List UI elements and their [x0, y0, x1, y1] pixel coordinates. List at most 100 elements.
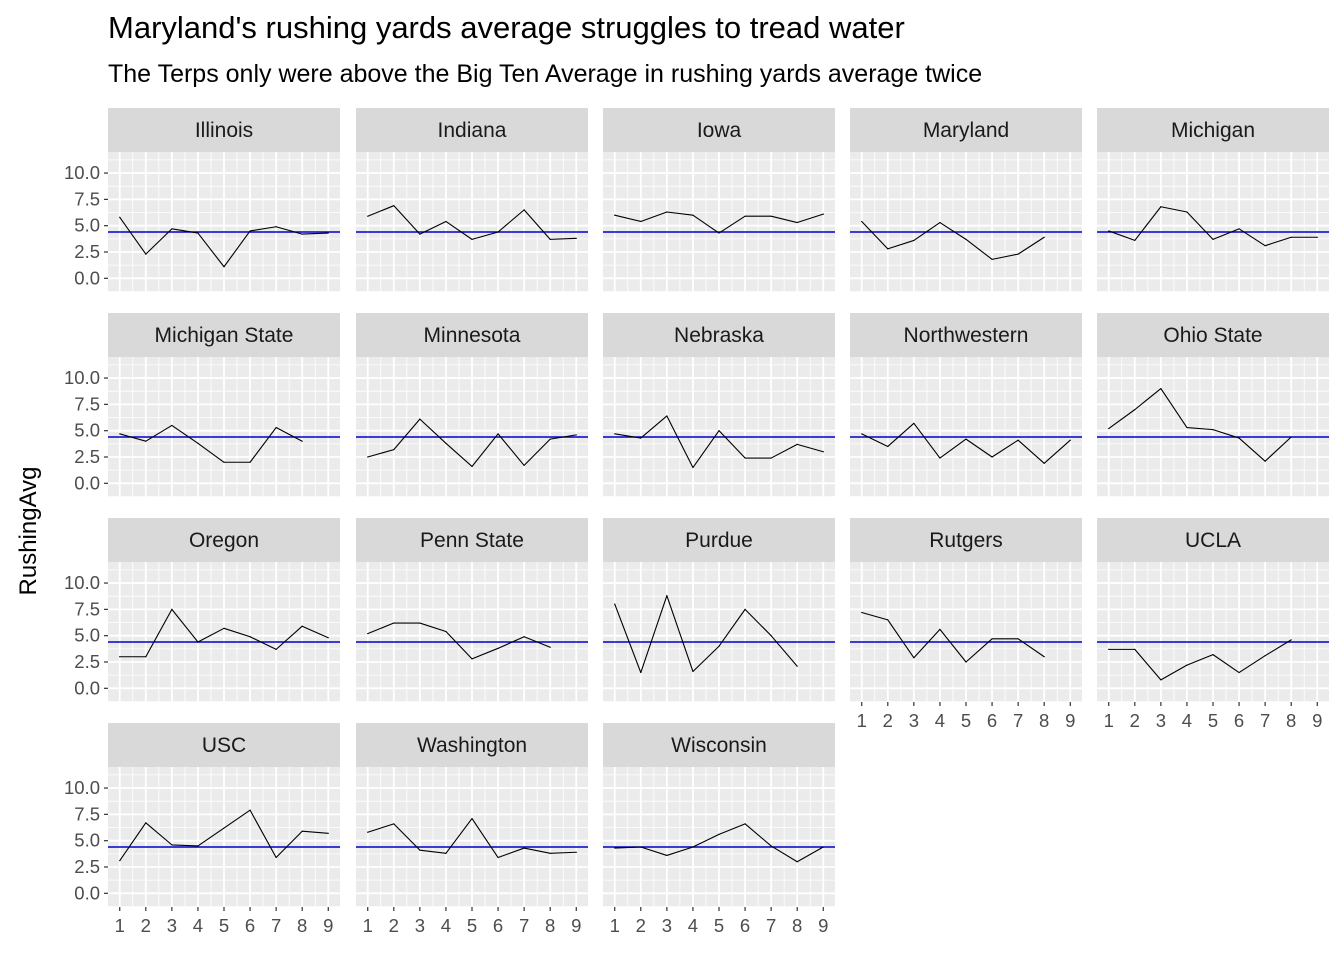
chart-title: Maryland's rushing yards average struggl…	[108, 10, 905, 45]
data-point	[640, 846, 642, 848]
facet-gridlines	[108, 357, 340, 497]
facet-strip	[356, 313, 588, 357]
facet-strip-label: USC	[202, 734, 246, 757]
facet-strip	[850, 518, 1082, 562]
data-point	[666, 415, 668, 417]
facet-northwestern: Northwestern	[850, 313, 1082, 497]
data-point	[965, 238, 967, 240]
x-tick-label: 7	[271, 915, 281, 936]
data-point	[692, 466, 694, 469]
data-point	[275, 426, 277, 429]
x-tick-label: 8	[545, 915, 555, 936]
facet-usc: USC 0.0 2.5 5.0 7.5 10.0 1 2 3 4 5 6 7 8 9	[64, 723, 340, 936]
x-tick-label: 2	[389, 915, 399, 936]
rushing-avg-line	[861, 612, 1045, 663]
data-point	[171, 608, 173, 610]
data-point	[419, 849, 421, 851]
data-point	[692, 670, 694, 673]
data-point	[614, 214, 616, 216]
y-tick-label: 2.5	[74, 241, 100, 262]
data-point	[301, 233, 303, 235]
data-point	[1160, 387, 1162, 390]
facet-gridlines	[1097, 152, 1329, 292]
data-point	[575, 851, 577, 853]
data-point	[197, 232, 199, 234]
x-tick-label: 9	[1065, 710, 1075, 731]
facet-strip	[850, 108, 1082, 152]
facet-strip-label: UCLA	[1185, 529, 1241, 552]
facet-strip-label: Washington	[417, 734, 527, 757]
facet-washington: Washington 1 2 3 4 5 6 7 8 9	[356, 723, 588, 936]
data-point	[471, 658, 473, 660]
data-point	[1186, 426, 1188, 429]
facet-minnesota: Minnesota	[356, 313, 588, 497]
data-point	[1134, 648, 1136, 650]
data-point	[145, 440, 147, 442]
facet-strip	[356, 518, 588, 562]
data-point	[965, 438, 967, 440]
x-tick-label: 7	[519, 915, 529, 936]
facet-purdue: Purdue	[603, 518, 835, 702]
data-point	[419, 622, 421, 624]
facet-strip	[850, 313, 1082, 357]
data-point	[913, 657, 915, 659]
data-point	[445, 630, 447, 633]
facet-strip	[603, 723, 835, 767]
facet-strip-label: Northwestern	[904, 324, 1029, 347]
facet-gridlines	[356, 562, 588, 702]
facet-strip-label: Michigan State	[155, 324, 294, 347]
y-tick-label: 0.0	[74, 472, 100, 493]
x-tick-label: 8	[1039, 710, 1049, 731]
facet-strip-label: Ohio State	[1163, 324, 1262, 347]
data-point	[301, 440, 303, 442]
y-tick-label: 5.0	[74, 420, 100, 441]
x-tick-label: 6	[493, 915, 503, 936]
data-point	[1212, 429, 1214, 431]
data-point	[718, 645, 720, 647]
facet-ucla: UCLA 1 2 3 4 5 6 7 8 9	[1097, 518, 1329, 731]
data-point	[770, 457, 772, 459]
x-tick-label: 2	[141, 915, 151, 936]
data-point	[770, 845, 772, 847]
y-tick-label: 5.0	[74, 830, 100, 851]
y-tick-label: 10.0	[64, 572, 100, 593]
data-point	[1017, 253, 1019, 255]
data-point	[419, 233, 421, 235]
data-point	[1264, 460, 1266, 462]
data-point	[939, 628, 941, 630]
x-tick-label: 8	[297, 915, 307, 936]
data-point	[666, 595, 668, 597]
data-point	[887, 619, 889, 621]
data-point	[614, 603, 616, 605]
facet-strip-label: Wisconsin	[671, 734, 767, 757]
data-point	[1264, 655, 1266, 657]
data-point	[419, 418, 421, 420]
data-point	[197, 641, 199, 643]
x-tick-label: 6	[245, 915, 255, 936]
y-tick-label: 7.5	[74, 803, 100, 824]
x-tick-label: 5	[219, 915, 229, 936]
data-point	[1238, 671, 1240, 674]
data-point	[249, 809, 251, 811]
x-tick-label: 6	[987, 710, 997, 731]
facet-nebraska: Nebraska	[603, 313, 835, 497]
data-point	[367, 831, 369, 833]
data-point	[275, 648, 277, 650]
data-point	[822, 213, 824, 215]
data-point	[471, 238, 473, 240]
data-point	[692, 214, 694, 216]
data-point	[939, 457, 941, 459]
y-tick-label: 2.5	[74, 446, 100, 467]
facet-strip-label: Illinois	[195, 119, 253, 142]
data-point	[549, 438, 551, 440]
facet-gridlines	[850, 562, 1082, 702]
data-point	[523, 636, 525, 638]
data-point	[119, 656, 121, 658]
data-point	[549, 646, 551, 648]
y-tick-label: 0.0	[74, 882, 100, 903]
data-point	[1043, 236, 1045, 238]
x-tick-label: 4	[441, 915, 451, 936]
data-point	[445, 442, 447, 444]
y-tick-label: 5.0	[74, 215, 100, 236]
